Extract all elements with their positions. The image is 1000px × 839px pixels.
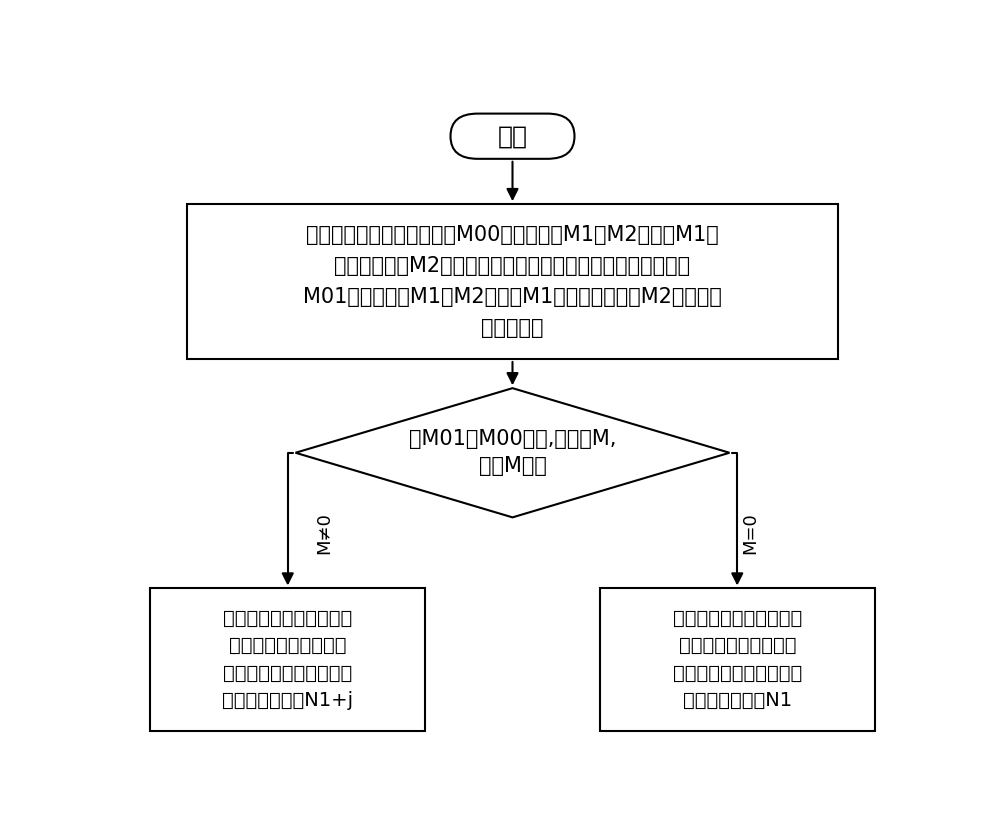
- Bar: [187, 204, 838, 359]
- Text: M01分别用数值M1和M2表示，M1表示阀门关小，M2表示阀门: M01分别用数值M1和M2表示，M1表示阀门关小，M2表示阀门: [303, 287, 722, 307]
- Text: 制脉冲数量等于N1: 制脉冲数量等于N1: [683, 690, 792, 710]
- Text: 示阀门关小，M2表示阀门开度增大；设阀门当次调节方向状态: 示阀门关小，M2表示阀门开度增大；设阀门当次调节方向状态: [334, 256, 691, 276]
- Text: 偿，发送给步进电机的控: 偿，发送给步进电机的控: [223, 664, 352, 683]
- Text: M=0: M=0: [741, 513, 759, 555]
- Text: 判断M的值: 判断M的值: [479, 456, 546, 477]
- Text: 开度增大。: 开度增大。: [481, 318, 544, 338]
- FancyBboxPatch shape: [450, 113, 574, 159]
- Text: 开始: 开始: [498, 124, 528, 149]
- Text: 当次与上次阀门开度方向: 当次与上次阀门开度方向: [673, 609, 802, 628]
- Text: 相反，需要进行间隙补: 相反，需要进行间隙补: [229, 637, 347, 655]
- Text: 一致，无需进行间隙补: 一致，无需进行间隙补: [678, 637, 796, 655]
- Text: 偿，发送给步进电机的控: 偿，发送给步进电机的控: [673, 664, 802, 683]
- Text: M≠0: M≠0: [315, 513, 333, 555]
- Text: 制脉冲数量等于N1+j: 制脉冲数量等于N1+j: [222, 690, 353, 710]
- Text: 当次与上次阀门开度方向: 当次与上次阀门开度方向: [223, 609, 352, 628]
- Text: 设阀门上次的调节方向状态M00分别用数值M1和M2表示，M1表: 设阀门上次的调节方向状态M00分别用数值M1和M2表示，M1表: [306, 225, 719, 245]
- Text: 将M01与M00做差,差值为M,: 将M01与M00做差,差值为M,: [409, 430, 616, 449]
- Bar: [150, 588, 425, 731]
- Polygon shape: [296, 388, 730, 518]
- Bar: [600, 588, 875, 731]
